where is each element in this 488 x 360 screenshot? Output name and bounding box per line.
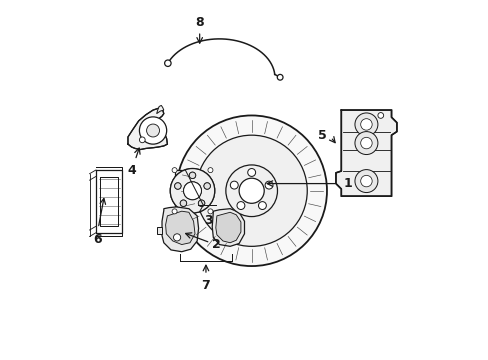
- Circle shape: [247, 168, 255, 176]
- Circle shape: [183, 182, 201, 200]
- Circle shape: [237, 202, 244, 210]
- Circle shape: [354, 113, 377, 136]
- Polygon shape: [212, 209, 244, 246]
- Circle shape: [146, 124, 159, 137]
- Circle shape: [180, 200, 186, 207]
- Circle shape: [198, 200, 204, 207]
- Circle shape: [164, 60, 171, 67]
- Circle shape: [354, 170, 377, 193]
- Polygon shape: [335, 110, 396, 196]
- Text: 8: 8: [195, 16, 203, 29]
- Circle shape: [360, 119, 371, 130]
- Text: 3: 3: [204, 214, 212, 227]
- Circle shape: [264, 181, 272, 189]
- Text: 4: 4: [127, 164, 136, 177]
- Circle shape: [173, 234, 180, 241]
- Circle shape: [139, 137, 145, 143]
- Circle shape: [174, 183, 181, 189]
- Circle shape: [170, 168, 214, 213]
- Circle shape: [176, 116, 326, 266]
- Circle shape: [277, 75, 283, 80]
- Text: 5: 5: [318, 129, 326, 143]
- Circle shape: [207, 209, 212, 214]
- Circle shape: [172, 168, 177, 173]
- Polygon shape: [162, 207, 198, 252]
- Circle shape: [170, 168, 214, 213]
- Circle shape: [354, 132, 377, 154]
- Text: 2: 2: [212, 238, 221, 251]
- Text: 7: 7: [201, 279, 210, 292]
- Circle shape: [360, 175, 371, 187]
- Circle shape: [203, 183, 210, 189]
- Circle shape: [174, 183, 181, 189]
- Text: 1: 1: [343, 177, 351, 190]
- Circle shape: [172, 209, 177, 214]
- Circle shape: [258, 202, 266, 210]
- Circle shape: [377, 113, 383, 118]
- Circle shape: [189, 172, 195, 179]
- Polygon shape: [215, 212, 241, 243]
- Circle shape: [239, 178, 264, 203]
- Circle shape: [139, 117, 166, 144]
- Polygon shape: [165, 211, 195, 244]
- Circle shape: [183, 182, 201, 200]
- Text: 6: 6: [93, 233, 102, 246]
- FancyBboxPatch shape: [174, 170, 210, 211]
- Polygon shape: [156, 226, 162, 234]
- Circle shape: [189, 172, 195, 179]
- Circle shape: [203, 183, 210, 189]
- Circle shape: [360, 137, 371, 149]
- Circle shape: [198, 200, 204, 207]
- Polygon shape: [156, 105, 163, 114]
- Circle shape: [207, 168, 212, 173]
- Circle shape: [225, 165, 277, 217]
- Circle shape: [230, 181, 238, 189]
- Circle shape: [196, 135, 306, 246]
- Polygon shape: [128, 108, 167, 149]
- Circle shape: [180, 200, 186, 207]
